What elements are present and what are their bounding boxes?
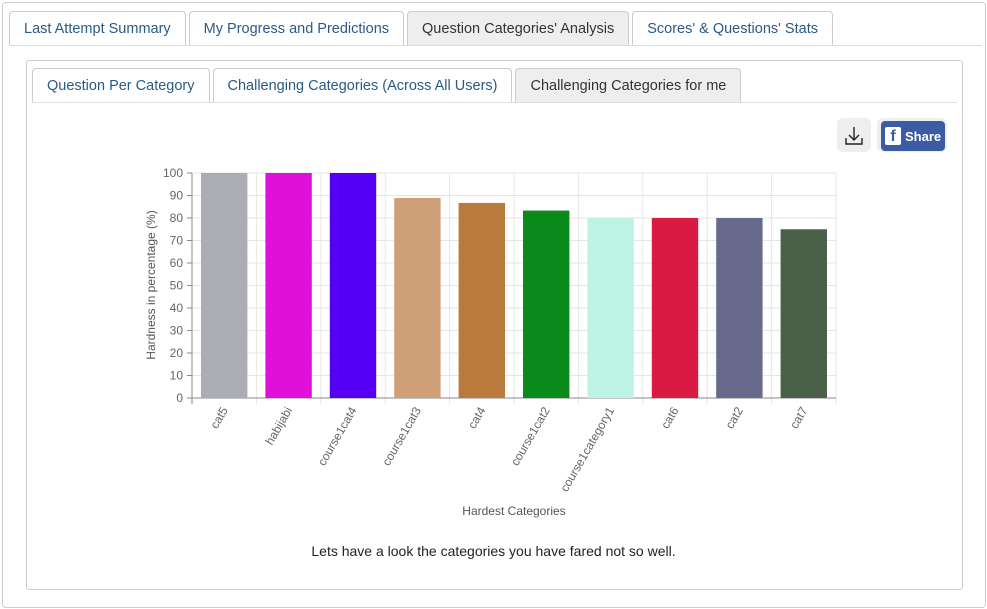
x-tick-label: cat4 [465,404,489,431]
y-tick-label: 80 [170,211,184,225]
bar-course1category1 [587,218,634,398]
x-tick-label: course1cat4 [315,404,360,468]
bar-course1cat4 [329,173,377,398]
y-tick-label: 90 [170,189,184,203]
tab-last-attempt-summary[interactable]: Last Attempt Summary [9,11,186,46]
x-tick-label: cat2 [723,404,747,431]
x-axis-label: Hardest Categories [462,504,565,518]
bar-course1cat2 [523,210,570,398]
chart-panel [26,60,963,590]
x-tick-label: course1category1 [557,404,617,494]
bar-cat5 [201,173,248,398]
y-tick-label: 70 [170,234,184,248]
main-tabs: Last Attempt Summary My Progress and Pred… [9,11,833,46]
caption: Lets have a look the categories you have… [311,543,676,559]
facebook-share-button[interactable]: f Share [881,121,945,151]
x-tick-label: course1cat3 [379,404,424,468]
tab-question-per-category[interactable]: Question Per Category [32,68,210,103]
bar-cat4 [458,202,505,398]
bar-cat7 [780,229,827,398]
y-tick-label: 30 [170,324,184,338]
bar-cat2 [716,218,763,398]
download-icon [845,127,863,145]
x-tick-label: cat7 [787,404,811,431]
x-tick-label: habijabi [262,405,295,448]
tab-challenging-categories-across-all-users[interactable]: Challenging Categories (Across All Users… [212,68,513,103]
x-tick-label: cat6 [658,404,682,431]
tab-question-categories-analysis[interactable]: Question Categories' Analysis [407,11,630,46]
facebook-icon: f [885,127,901,145]
bar-chart: 0 10 20 30 40 50 60 70 80 90 100 cat5 habijabi course… [144,166,837,518]
bar-habijabi [265,173,312,398]
bar-cat6 [651,218,699,398]
y-tick-label: 60 [170,256,184,270]
tab-scores-questions-stats[interactable]: Scores' & Questions' Stats [632,11,833,46]
x-tick-label: course1cat2 [508,404,553,468]
x-tick-label: cat5 [207,404,231,431]
y-tick-label: 10 [170,369,184,383]
bar-course1cat3 [394,197,441,398]
y-tick-label: 100 [163,166,183,180]
y-tick-label: 20 [170,346,184,360]
share-label: Share [905,128,942,144]
tab-challenging-categories-for-me[interactable]: Challenging Categories for me [515,68,742,103]
y-axis-label: Hardness in percentage (%) [144,210,158,359]
y-tick-label: 0 [176,391,183,405]
tab-my-progress-and-predictions[interactable]: My Progress and Predictions [188,11,405,46]
sub-tabs: Question Per Category Challenging Categor… [32,68,742,103]
y-tick-label: 40 [170,301,184,315]
y-tick-label: 50 [170,279,184,293]
download-button[interactable] [837,118,871,152]
